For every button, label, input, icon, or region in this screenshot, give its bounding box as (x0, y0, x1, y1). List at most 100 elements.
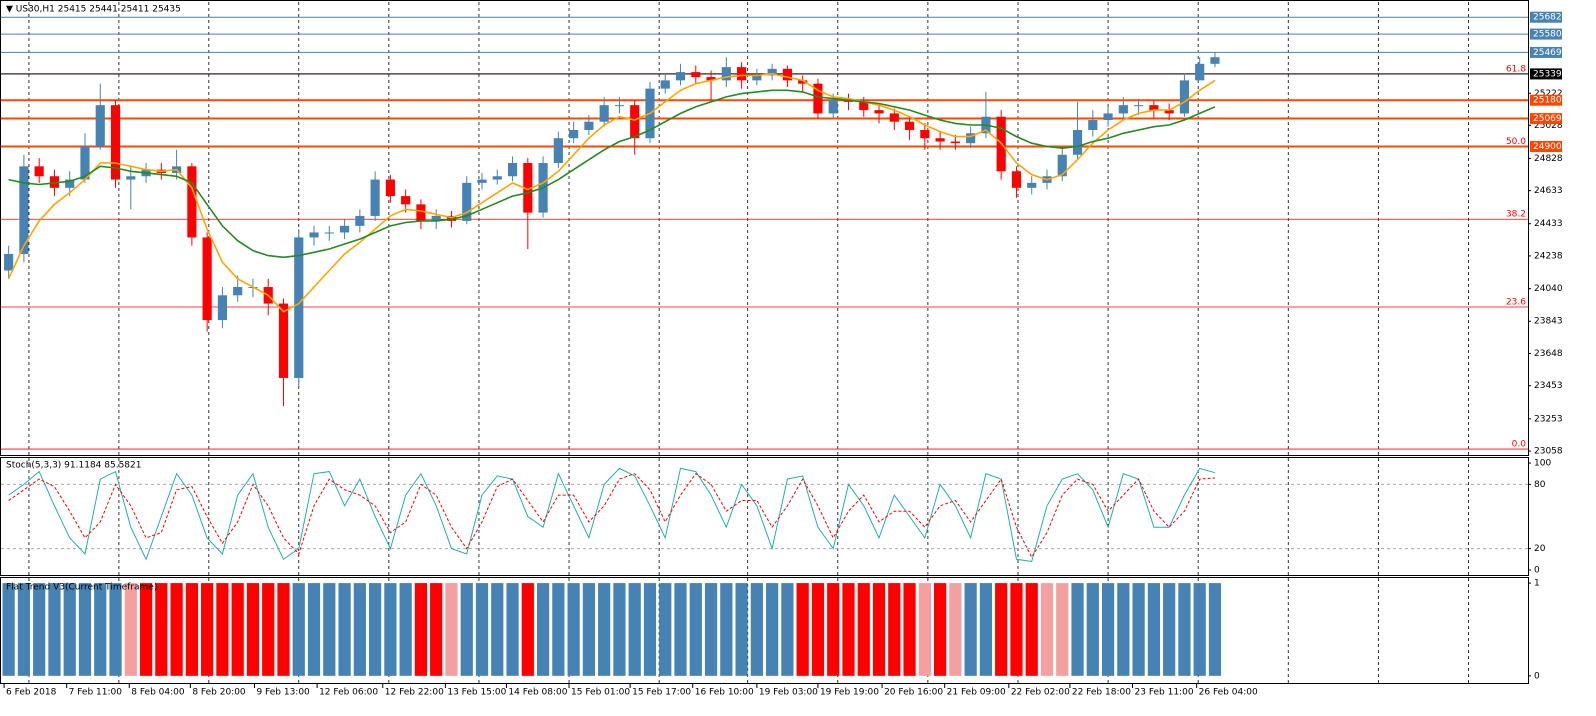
candle-body (187, 166, 197, 238)
candle-body (65, 179, 75, 188)
trend-bar (552, 583, 565, 676)
x-tick-label: 19 Feb 03:00 (759, 688, 818, 698)
candle-body (477, 179, 487, 183)
trend-bar (1178, 583, 1191, 676)
y-tick-label: 80 (1534, 480, 1546, 490)
y-tick-label: 20 (1534, 544, 1546, 554)
trend-bar (2, 583, 15, 676)
trend-bar (369, 583, 382, 676)
moving-average (8, 89, 1216, 259)
candle-body (19, 166, 29, 254)
y-tick-label: 24238 (1534, 251, 1563, 261)
trend-bar (1208, 583, 1222, 676)
candle-body (1118, 105, 1128, 114)
candle-body (339, 225, 350, 233)
candle-body (752, 75, 762, 81)
stoch-frame (0, 457, 1529, 576)
candle-body (1011, 171, 1022, 188)
trend-bar (689, 583, 702, 676)
price-label: 25580 (1533, 30, 1562, 40)
trend-bar (582, 583, 596, 676)
x-tick-label: 8 Feb 04:00 (131, 688, 185, 698)
candle-body (675, 72, 686, 81)
trend-bar (628, 583, 641, 676)
trend-bar (1193, 583, 1206, 676)
trend-bar (720, 583, 733, 676)
candle-body (4, 253, 14, 271)
x-tick-label: 21 Feb 09:00 (947, 688, 1006, 698)
candle-body (599, 105, 609, 122)
trend-bar (598, 583, 611, 676)
x-tick-label: 6 Feb 2018 (6, 688, 57, 698)
x-tick-label: 22 Feb 18:00 (1072, 688, 1131, 698)
candle-body (935, 138, 945, 142)
trend-bar (33, 583, 46, 676)
y-tick-label: 24040 (1534, 284, 1563, 294)
x-tick-label: 26 Feb 04:00 (1199, 688, 1258, 698)
trend-bar (414, 583, 428, 676)
trend-bar (704, 583, 718, 676)
trend-bar (643, 583, 657, 676)
candle-body (614, 105, 625, 107)
y-tick-label: 0 (1534, 671, 1540, 681)
y-tick-label: 24828 (1534, 154, 1563, 164)
plot-layer: 6 Feb 2018 7 Feb 11:00 8 Feb 04:00 8 Feb 20… (1, 2, 1563, 698)
moving-average (7, 72, 1216, 313)
trend-bar (399, 583, 412, 676)
candle-body (294, 237, 304, 378)
trend-bar (63, 583, 76, 676)
candle-body (309, 232, 319, 238)
candle-body (721, 67, 731, 81)
candle-body (1134, 105, 1144, 107)
price-label-bg (1530, 11, 1562, 23)
candle-body (370, 179, 380, 216)
trend-bar (918, 583, 931, 676)
candle-body (355, 215, 365, 226)
candle-body (278, 303, 289, 378)
price-label: 24900 (1533, 142, 1562, 152)
x-tick-label: 23 Feb 11:00 (1135, 688, 1194, 698)
candle-body (416, 204, 426, 221)
candle-body (507, 163, 518, 177)
x-tick-label: 13 Feb 15:00 (447, 688, 506, 698)
candle-body (859, 101, 869, 111)
y-tick-label: 23253 (1534, 414, 1563, 424)
price-label-bg (1530, 68, 1562, 80)
candle-body (80, 146, 90, 180)
candle-body (324, 232, 334, 234)
trend-bar (872, 583, 886, 676)
trend-bar (216, 583, 229, 676)
trend-bar (1071, 583, 1084, 676)
price-label-bg (1530, 113, 1562, 125)
stoch-title: Stoch(5,3,3) 91.1184 85.5821 (6, 461, 141, 471)
candle-body (401, 196, 411, 205)
candle-body (828, 100, 838, 114)
trend-bar (246, 583, 260, 676)
trend-bar (1163, 583, 1176, 676)
candle-body (431, 215, 441, 221)
candle-body (767, 68, 777, 76)
candle-body (904, 121, 915, 130)
candle-body (691, 72, 701, 78)
trend-bar (78, 583, 92, 676)
trend-bar (506, 583, 519, 676)
fib-label: 0.0 (1512, 440, 1527, 450)
candle-body (1179, 80, 1190, 114)
candle-body (492, 176, 502, 180)
trend-bar (888, 583, 901, 676)
x-tick-label: 14 Feb 08:00 (508, 688, 567, 698)
y-tick-label: 100 (1534, 459, 1551, 469)
trend-bar (475, 583, 489, 676)
x-tick-label: 19 Feb 19:00 (820, 688, 879, 698)
candle-body (874, 110, 884, 114)
stoch-line (8, 467, 1216, 563)
candle-body (1072, 129, 1083, 155)
trend-bar (1132, 583, 1145, 676)
trend-bar (1101, 583, 1115, 676)
fib-label: 50.0 (1506, 137, 1526, 147)
candle-body (49, 176, 60, 188)
trend-bar (1117, 583, 1130, 676)
candle-body (126, 176, 136, 180)
candle-body (813, 83, 823, 114)
trend-bar (155, 583, 168, 676)
